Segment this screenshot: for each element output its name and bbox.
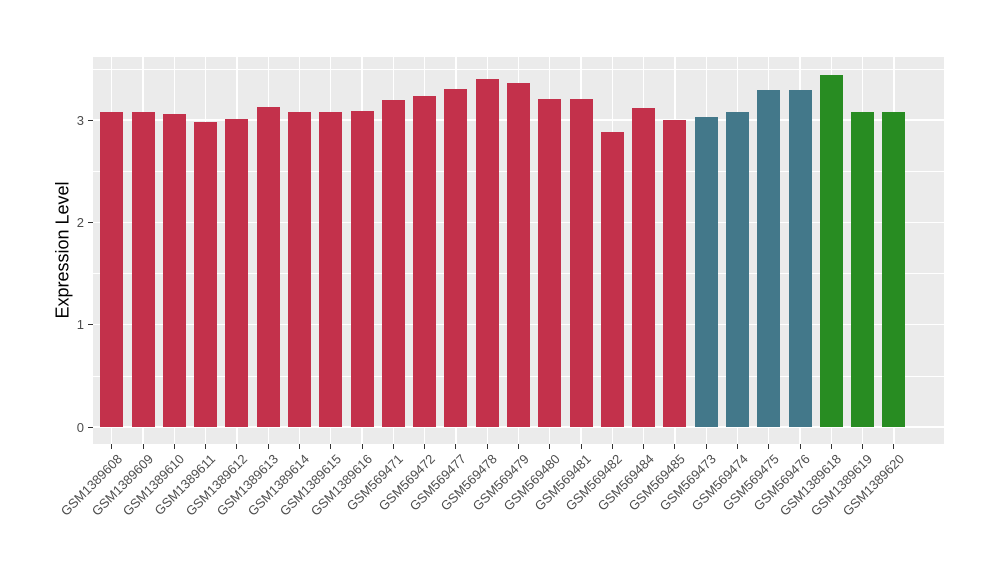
bar-GSM1389608 [100, 111, 124, 427]
bar-GSM569474 [726, 111, 749, 427]
x-tick-mark [205, 444, 207, 449]
bar-GSM569481 [569, 98, 593, 427]
bar-GSM569476 [788, 90, 812, 427]
x-tick-mark [768, 444, 770, 449]
bar-GSM569477 [444, 89, 468, 427]
x-tick-mark [580, 444, 582, 449]
x-tick-mark [267, 444, 269, 449]
y-tick-label: 1 [76, 317, 84, 333]
x-tick-mark [549, 444, 551, 449]
bar-GSM569478 [475, 79, 499, 427]
x-tick-mark [361, 444, 363, 449]
y-tick-mark [88, 221, 93, 223]
x-tick-mark [674, 444, 676, 449]
x-tick-mark [486, 444, 488, 449]
x-tick-mark [705, 444, 707, 449]
y-tick-mark [88, 324, 93, 326]
x-tick-mark [173, 444, 175, 449]
x-tick-mark [298, 444, 300, 449]
x-tick-mark [830, 444, 832, 449]
plot-panel [93, 57, 944, 444]
y-tick-label: 2 [76, 214, 84, 230]
y-tick-label: 3 [76, 112, 84, 128]
bar-GSM569472 [413, 95, 437, 427]
bar-GSM569485 [663, 120, 687, 427]
x-tick-mark [236, 444, 238, 449]
bar-GSM1389616 [350, 110, 374, 427]
bar-GSM569480 [538, 98, 562, 427]
y-tick-mark [88, 119, 93, 121]
x-tick-mark [455, 444, 457, 449]
bar-GSM569475 [757, 90, 781, 427]
y-axis-title: Expression Level [52, 181, 73, 319]
x-tick-mark [643, 444, 645, 449]
x-tick-mark [862, 444, 864, 449]
x-tick-mark [799, 444, 801, 449]
bar-GSM1389609 [131, 111, 155, 427]
x-tick-mark [142, 444, 144, 449]
bar-GSM569473 [694, 117, 718, 427]
gridline-major-horizontal [93, 426, 944, 428]
bar-GSM1389615 [319, 111, 343, 427]
x-tick-mark [518, 444, 519, 449]
y-tick-label: 0 [76, 419, 84, 435]
bar-GSM1389620 [882, 111, 906, 427]
bar-GSM569482 [600, 132, 624, 427]
bar-GSM1389610 [162, 113, 186, 427]
x-tick-mark [392, 444, 394, 449]
x-tick-mark [111, 444, 113, 449]
bar-GSM1389612 [225, 119, 249, 427]
y-tick-mark [88, 426, 93, 428]
bar-GSM569471 [381, 99, 405, 427]
x-tick-mark [737, 444, 738, 449]
bar-GSM1389613 [256, 106, 280, 427]
x-tick-mark [330, 444, 332, 449]
bar-GSM569479 [507, 83, 530, 427]
x-tick-mark [611, 444, 613, 449]
bar-GSM1389619 [851, 111, 875, 427]
bar-GSM1389614 [287, 111, 311, 427]
x-tick-mark [424, 444, 426, 449]
bar-GSM569484 [632, 107, 656, 427]
x-tick-mark [893, 444, 895, 449]
bar-GSM1389618 [819, 75, 843, 427]
bar-GSM1389611 [194, 122, 218, 427]
